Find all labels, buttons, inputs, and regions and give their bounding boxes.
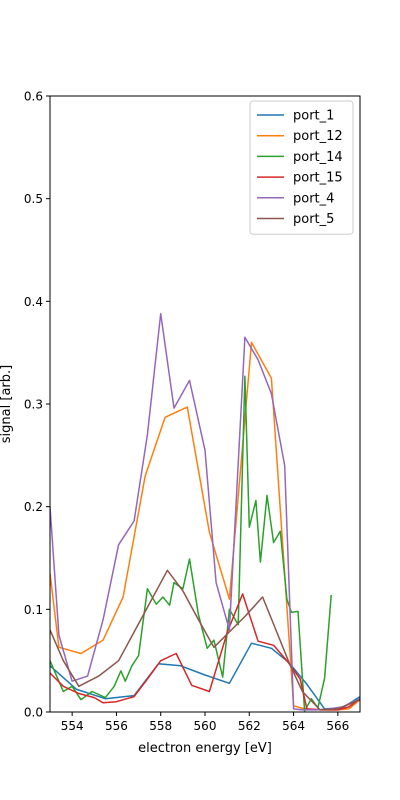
series-layer [50, 312, 360, 712]
x-tick-label: 566 [326, 719, 349, 733]
legend-label: port_12 [293, 129, 343, 144]
y-tick-label: 0.2 [24, 500, 43, 514]
series-line-port-4 [50, 312, 360, 711]
series-line-port-5 [50, 569, 360, 711]
y-tick-label: 0.4 [24, 295, 43, 309]
series-line-port-1 [50, 642, 360, 710]
legend-box [249, 100, 354, 235]
y-tick-label: 0.5 [24, 192, 43, 206]
y-tick-label: 0.3 [24, 398, 43, 412]
legend-label: port_14 [293, 150, 343, 165]
x-tick-label: 554 [61, 719, 84, 733]
x-axis-label: electron energy [eV] [138, 741, 272, 756]
y-tick-label: 0.1 [24, 603, 43, 617]
legend-label: port_1 [293, 109, 334, 124]
legend-label: port_15 [293, 171, 343, 186]
y-axis-label: signal [arb.] [0, 365, 14, 443]
legend: port_1 port_12 port_14 port_15 port_4 port_5 [249, 100, 354, 235]
x-tick-label: 558 [149, 719, 172, 733]
y-tick-label: 0.6 [24, 90, 43, 104]
legend-label: port_5 [293, 212, 334, 227]
x-tick-label: 564 [282, 719, 305, 733]
x-tick-label: 556 [105, 719, 128, 733]
legend-label: port_4 [293, 191, 334, 206]
y-axis: 0.0 0.1 0.2 0.3 0.4 0.5 0.6 [24, 90, 50, 720]
x-axis: 554 556 558 560 562 564 566 [61, 712, 349, 733]
x-tick-label: 562 [238, 719, 261, 733]
y-tick-label: 0.0 [24, 706, 43, 720]
x-tick-label: 560 [194, 719, 217, 733]
